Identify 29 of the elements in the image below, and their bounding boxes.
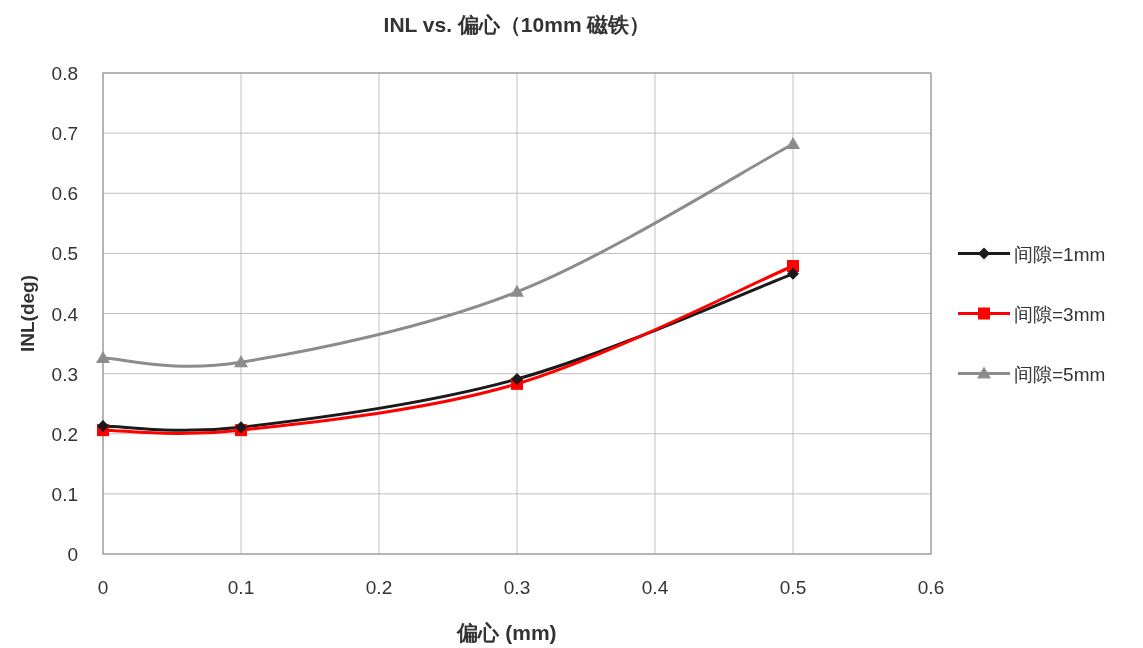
y-tick-label: 0.4 [51,303,79,325]
y-tick-label: 0.3 [51,363,78,385]
chart-title: INL vs. 偏心（10mm 磁铁） [383,13,651,36]
y-tick-label: 0.8 [51,63,78,84]
x-axis-title: 偏心 (mm) [456,621,557,644]
x-tick-label: 0 [97,577,109,598]
x-tick-label: 0.2 [365,577,393,598]
point [787,267,799,280]
point [510,284,524,297]
y-tick-label: 0.5 [51,243,78,265]
y-axis-title: INL(deg) [17,274,38,353]
x-tick-label: 0.1 [227,577,255,598]
y-tick-label: 0.2 [51,423,78,445]
x-tick-label: 0.3 [503,577,531,598]
x-tick-label: 0.5 [779,577,807,598]
y-tick-label: 0.6 [51,183,78,205]
point [234,355,248,368]
point [96,350,110,363]
y-tick-label: 0 [67,544,78,565]
x-tick-label: 0.4 [641,577,669,598]
legend-label: 间隙=5mm [1014,363,1106,385]
point [97,419,109,432]
y-tick-label: 0.1 [51,483,78,505]
legend-label: 间隙=1mm [1014,243,1106,265]
x-tick-label: 0.6 [917,577,945,598]
point [786,136,800,149]
y-tick-label: 0.7 [51,123,78,145]
legend-label: 间隙=3mm [1014,303,1106,325]
point [511,373,523,386]
